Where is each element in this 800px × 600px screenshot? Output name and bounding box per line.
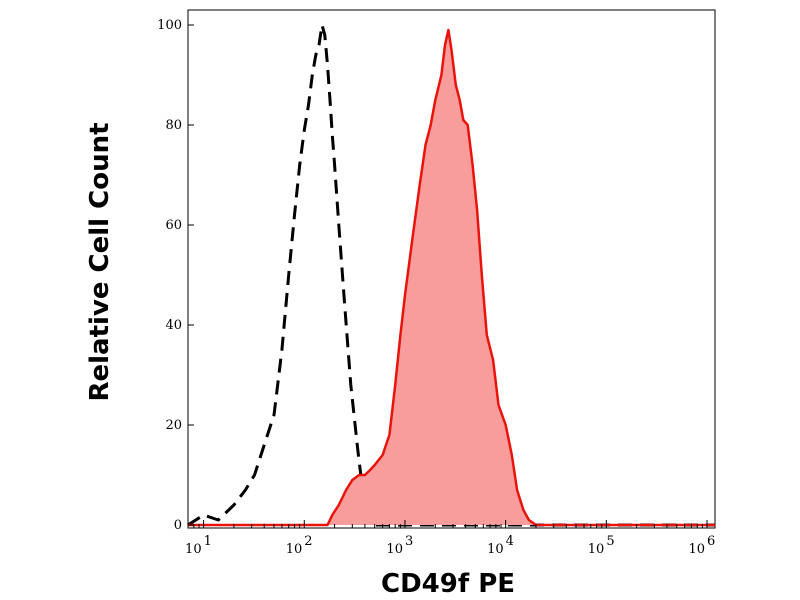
x-tick-label: 10 <box>286 542 303 557</box>
y-tick-label: 0 <box>174 518 182 533</box>
y-tick-label: 100 <box>157 18 182 33</box>
y-axis: 0 20 40 60 80 100 <box>157 18 194 533</box>
x-tick-label: 10 <box>487 542 504 557</box>
x-tick-label: 10 <box>185 542 202 557</box>
x-tick-exponent: 6 <box>707 534 715 549</box>
series-0-line <box>187 23 715 527</box>
y-tick-label: 80 <box>165 118 182 133</box>
x-tick-label: 10 <box>588 542 605 557</box>
x-tick-exponent: 3 <box>405 534 413 549</box>
x-axis-title: CD49f PE <box>381 569 515 599</box>
plot-frame <box>187 9 716 529</box>
y-tick-label: 60 <box>165 218 182 233</box>
x-tick-label: 10 <box>386 542 403 557</box>
y-tick-label: 20 <box>165 418 182 433</box>
x-tick-label: 10 <box>688 542 705 557</box>
series-1-line <box>188 28 715 527</box>
y-tick-label: 40 <box>165 318 182 333</box>
series-1-area <box>188 30 715 525</box>
series-layer <box>187 23 715 527</box>
x-tick-exponent: 1 <box>204 534 212 549</box>
x-tick-exponent: 2 <box>304 534 312 549</box>
y-axis-title: Relative Cell Count <box>85 122 115 401</box>
x-tick-exponent: 5 <box>606 534 614 549</box>
x-tick-exponent: 4 <box>506 534 514 549</box>
